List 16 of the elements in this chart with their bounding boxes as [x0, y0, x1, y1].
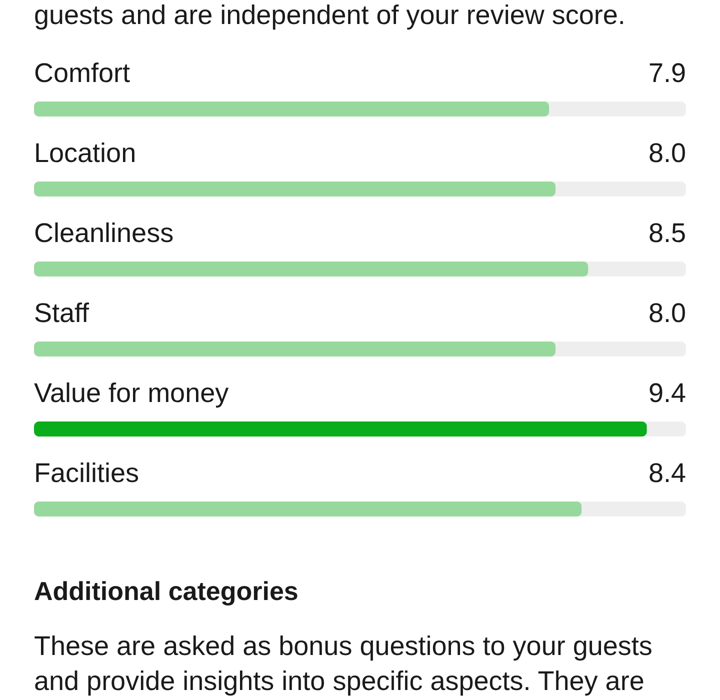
text: and provide insights into specific aspects. They are [34, 666, 644, 696]
data-label: 8.0 [648, 298, 686, 328]
y-tick-label: Location [34, 138, 136, 168]
data-label: 8.5 [648, 218, 686, 248]
y-tick-label: Cleanliness [34, 218, 174, 248]
data-label: 8.0 [648, 138, 686, 168]
data-label: 7.9 [648, 58, 686, 88]
text: Additional categories [34, 576, 298, 606]
y-tick-label: Staff [34, 298, 90, 328]
data-label: 8.4 [648, 458, 686, 488]
y-tick-label: Comfort [34, 58, 131, 88]
y-tick-label: Facilities [34, 458, 140, 488]
y-tick-label: Value for money [34, 378, 230, 408]
data-label: 9.4 [648, 378, 686, 408]
text: These are asked as bonus questions to your guests [34, 631, 652, 661]
chart-subtitle: guests and are independent of your review score. [34, 0, 626, 30]
